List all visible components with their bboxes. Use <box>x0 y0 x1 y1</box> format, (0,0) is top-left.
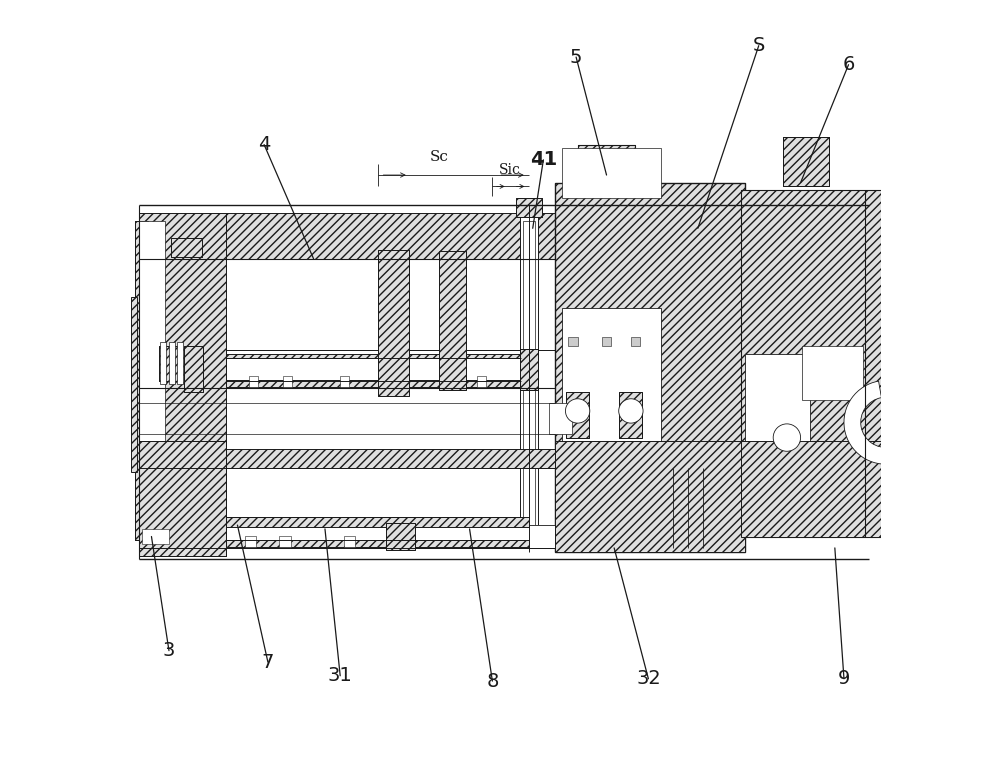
Bar <box>568 337 578 346</box>
Bar <box>142 529 169 544</box>
Text: Sic: Sic <box>498 163 520 177</box>
Bar <box>439 251 466 390</box>
Bar <box>741 190 893 537</box>
Bar <box>477 376 486 387</box>
Text: 5: 5 <box>570 48 582 66</box>
Bar <box>171 238 202 257</box>
Bar <box>226 354 529 358</box>
Text: 4: 4 <box>258 135 270 154</box>
Bar <box>139 441 226 556</box>
Bar <box>344 536 355 547</box>
Bar <box>602 337 611 346</box>
Bar <box>386 523 415 550</box>
Bar <box>226 540 529 547</box>
Bar <box>516 529 542 548</box>
Bar <box>393 536 405 547</box>
Bar <box>159 346 182 380</box>
Text: 3: 3 <box>163 642 175 660</box>
Bar <box>783 137 829 186</box>
Bar <box>249 376 258 387</box>
Circle shape <box>565 399 590 423</box>
Bar <box>226 350 555 388</box>
Bar <box>619 392 642 438</box>
Bar <box>131 297 137 472</box>
Bar <box>135 221 148 540</box>
Circle shape <box>619 399 643 423</box>
Bar <box>566 392 589 438</box>
Bar <box>783 137 829 186</box>
Bar <box>169 342 175 384</box>
Bar <box>439 251 466 390</box>
Bar <box>139 213 555 259</box>
Bar <box>139 350 555 388</box>
Bar <box>340 376 349 387</box>
Bar <box>555 183 745 552</box>
Bar <box>279 536 291 547</box>
Bar <box>226 525 555 548</box>
Circle shape <box>773 424 801 451</box>
Bar <box>160 342 166 384</box>
Bar <box>226 517 529 527</box>
Bar <box>245 536 256 547</box>
Bar <box>386 523 415 550</box>
Bar <box>184 346 203 392</box>
Bar <box>135 221 148 540</box>
Bar <box>741 441 893 537</box>
Bar <box>631 337 640 346</box>
Text: 31: 31 <box>328 667 353 685</box>
Bar <box>171 238 202 257</box>
Bar <box>139 525 555 548</box>
Bar <box>516 529 542 548</box>
Bar <box>283 376 292 387</box>
Text: 32: 32 <box>636 670 661 688</box>
Bar <box>802 346 863 400</box>
Bar <box>439 376 448 387</box>
Bar <box>520 198 538 544</box>
Bar <box>390 376 399 387</box>
Text: 7: 7 <box>262 653 274 671</box>
Text: 41: 41 <box>530 151 557 169</box>
Text: 9: 9 <box>838 670 850 688</box>
Bar <box>226 380 529 387</box>
Bar <box>520 349 538 390</box>
Bar <box>562 148 661 198</box>
Bar <box>139 213 226 548</box>
Bar <box>159 346 182 380</box>
Bar <box>562 308 661 441</box>
Bar <box>146 464 218 529</box>
Text: S: S <box>753 37 765 55</box>
Text: 8: 8 <box>486 672 499 690</box>
Bar <box>139 221 165 441</box>
Bar <box>184 346 203 392</box>
Bar <box>177 342 183 384</box>
Text: Sc: Sc <box>430 150 449 164</box>
Bar <box>378 250 409 396</box>
Bar <box>619 392 642 438</box>
Bar <box>516 198 542 217</box>
Bar <box>578 145 635 183</box>
Text: 6: 6 <box>842 56 855 74</box>
Bar <box>139 441 226 556</box>
Bar <box>139 449 555 468</box>
Bar <box>745 354 810 491</box>
Bar <box>549 403 572 434</box>
Bar <box>378 250 409 396</box>
Bar <box>516 198 542 217</box>
Bar <box>578 145 635 183</box>
Bar <box>523 221 535 525</box>
Bar <box>555 183 745 552</box>
Bar <box>520 349 538 390</box>
Bar <box>555 441 745 552</box>
Bar <box>566 392 589 438</box>
Wedge shape <box>844 381 893 464</box>
Bar <box>741 190 893 537</box>
